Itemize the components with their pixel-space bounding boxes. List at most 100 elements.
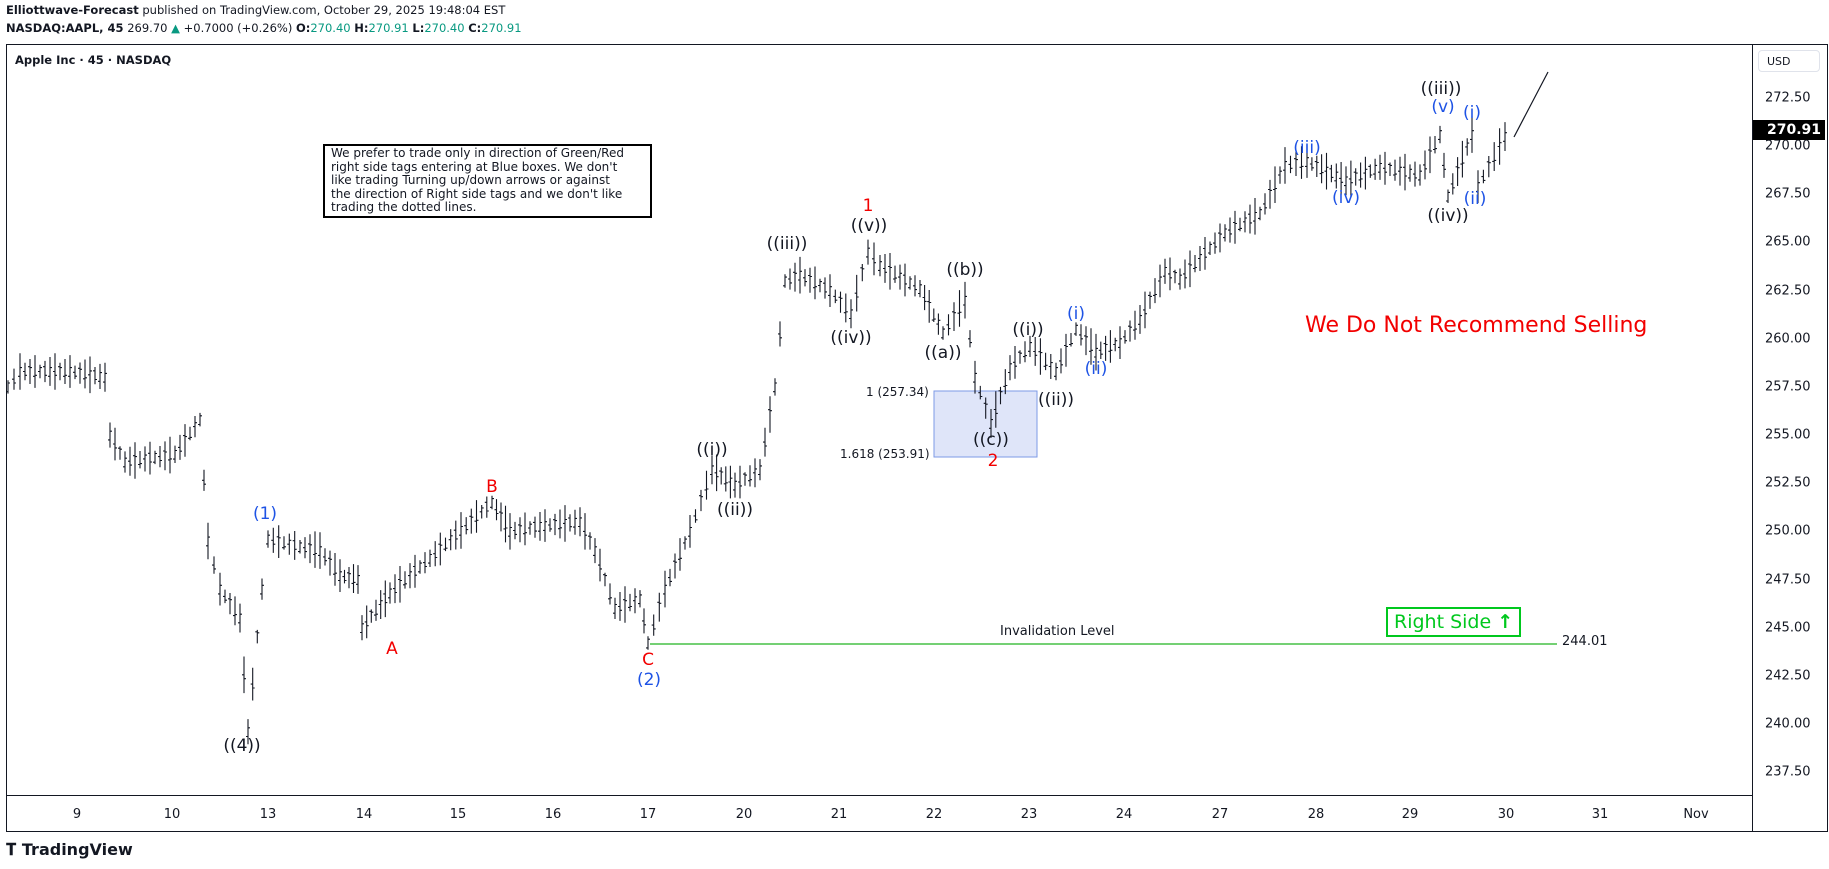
wave-label: ((ii)) (717, 500, 753, 520)
time-tick: 27 (1211, 807, 1229, 822)
time-tick: 22 (925, 807, 943, 822)
published-text: published on TradingView.com, October 29… (142, 3, 506, 17)
wave-label: (iii) (1293, 138, 1321, 158)
invalidation-value: 244.01 (1562, 634, 1608, 649)
time-tick: 23 (1020, 807, 1038, 822)
projection-line (1513, 71, 1549, 138)
price-tick: 242.50 (1765, 668, 1811, 684)
ohlc-bars (6, 116, 1507, 745)
price-tick: 237.50 (1765, 764, 1811, 780)
note-line: trading the dotted lines. (331, 200, 477, 214)
wave-label: (ii) (1463, 189, 1487, 209)
price-tick: 267.50 (1765, 186, 1811, 202)
wave-label: (ii) (1084, 359, 1108, 379)
wave-label: ((a)) (924, 343, 962, 363)
price-change: +0.7000 (+0.26%) (183, 21, 293, 35)
close-label: C: (468, 21, 482, 35)
tv-logo-icon: 𝐓 (6, 840, 17, 859)
wave-label: 2 (987, 451, 999, 471)
right-side-tag: Right Side ↑ (1386, 607, 1522, 637)
disclaimer-note: We prefer to trade only in direction of … (323, 144, 652, 218)
time-tick: 9 (72, 807, 82, 822)
wave-label: (iv) (1331, 188, 1361, 208)
last-price: 269.70 (127, 21, 168, 35)
high-value: 270.91 (368, 21, 409, 35)
invalidation-label: Invalidation Level (1000, 624, 1115, 639)
low-value: 270.40 (424, 21, 465, 35)
wave-label: ((iii)) (766, 234, 808, 254)
price-tick: 257.50 (1765, 379, 1811, 395)
time-tick: 20 (735, 807, 753, 822)
price-tick: 270.00 (1765, 138, 1811, 154)
fib-level-1: 1 (257.34) (866, 385, 929, 399)
wave-label: ((i)) (696, 440, 728, 460)
note-line: We prefer to trade only in direction of … (331, 146, 624, 160)
wave-label: ((c)) (973, 430, 1009, 450)
time-tick: 30 (1497, 807, 1515, 822)
currency-button[interactable]: USD (1758, 50, 1820, 72)
time-tick: 17 (639, 807, 657, 822)
wave-label: ((v)) (850, 216, 888, 236)
price-tick: 262.50 (1765, 283, 1811, 299)
wave-label: B (486, 477, 498, 497)
time-tick: Nov (1683, 807, 1709, 822)
time-tick: 15 (449, 807, 467, 822)
time-tick: 13 (259, 807, 277, 822)
time-tick: 29 (1401, 807, 1419, 822)
time-tick: 21 (830, 807, 848, 822)
time-axis[interactable]: 9 10 13 14 15 16 17 20 21 22 23 24 27 28 29 30 31 Nov (6, 796, 1752, 832)
symbol-info: NASDAQ:AAPL, 45 269.70 ▲ +0.7000 (+0.26%… (6, 21, 522, 35)
wave-label: (v) (1431, 97, 1455, 117)
price-axis[interactable] (1752, 44, 1828, 832)
wave-label: ((iii)) (1420, 79, 1462, 99)
publish-info: Elliottwave-Forecast published on Tradin… (6, 3, 505, 17)
wave-label: (1) (252, 504, 278, 524)
wave-label: ((ii)) (1038, 390, 1074, 410)
symbol-name: NASDAQ:AAPL, 45 (6, 21, 124, 35)
time-tick: 31 (1591, 807, 1609, 822)
wave-label: C (642, 650, 654, 670)
chart-pane[interactable] (6, 44, 1752, 796)
price-tick: 255.00 (1765, 427, 1811, 443)
price-tick: 260.00 (1765, 331, 1811, 347)
time-tick: 14 (355, 807, 373, 822)
wave-label: A (386, 639, 398, 659)
chart-title: Apple Inc · 45 · NASDAQ (15, 53, 172, 67)
price-tick: 252.50 (1765, 475, 1811, 491)
price-tick: 240.00 (1765, 716, 1811, 732)
wave-label: (i) (1463, 103, 1481, 123)
wave-label: (2) (636, 670, 662, 690)
note-line: like trading Turning up/down arrows or a… (331, 173, 610, 187)
high-label: H: (354, 21, 369, 35)
note-line: the direction of Right side tags and we … (331, 186, 623, 201)
low-label: L: (412, 21, 425, 35)
time-tick: 28 (1307, 807, 1325, 822)
tradingview-logo[interactable]: 𝐓 TradingView (6, 840, 133, 860)
wave-label: ((iv)) (1427, 206, 1469, 226)
arrow-up-icon: ↑ (1497, 611, 1514, 633)
price-tick: 250.00 (1765, 523, 1811, 539)
last-price-tag: 270.91 (1753, 120, 1825, 140)
wave-label: ((i)) (1012, 320, 1044, 340)
close-value: 270.91 (481, 21, 522, 35)
note-line: right side tags entering at Blue boxes. … (331, 159, 618, 174)
wave-label: ((iv)) (830, 328, 872, 348)
wave-label: ((4)) (223, 736, 261, 756)
open-label: O: (295, 21, 311, 35)
wave-label: (i) (1067, 304, 1085, 324)
price-tick: 245.00 (1765, 620, 1811, 636)
time-tick: 10 (163, 807, 181, 822)
brand-name: TradingView (21, 840, 133, 859)
time-tick: 16 (544, 807, 562, 822)
wave-label: ((b)) (946, 260, 984, 280)
price-tick: 265.00 (1765, 234, 1811, 250)
price-tick: 272.50 (1765, 90, 1811, 106)
publisher-name: Elliottwave-Forecast (6, 3, 139, 17)
open-value: 270.40 (310, 21, 351, 35)
right-side-label: Right Side (1394, 611, 1492, 633)
time-tick: 24 (1115, 807, 1133, 822)
price-tick: 247.50 (1765, 572, 1811, 587)
sell-warning: We Do Not Recommend Selling (1305, 313, 1648, 338)
up-arrow-icon: ▲ (171, 21, 180, 35)
